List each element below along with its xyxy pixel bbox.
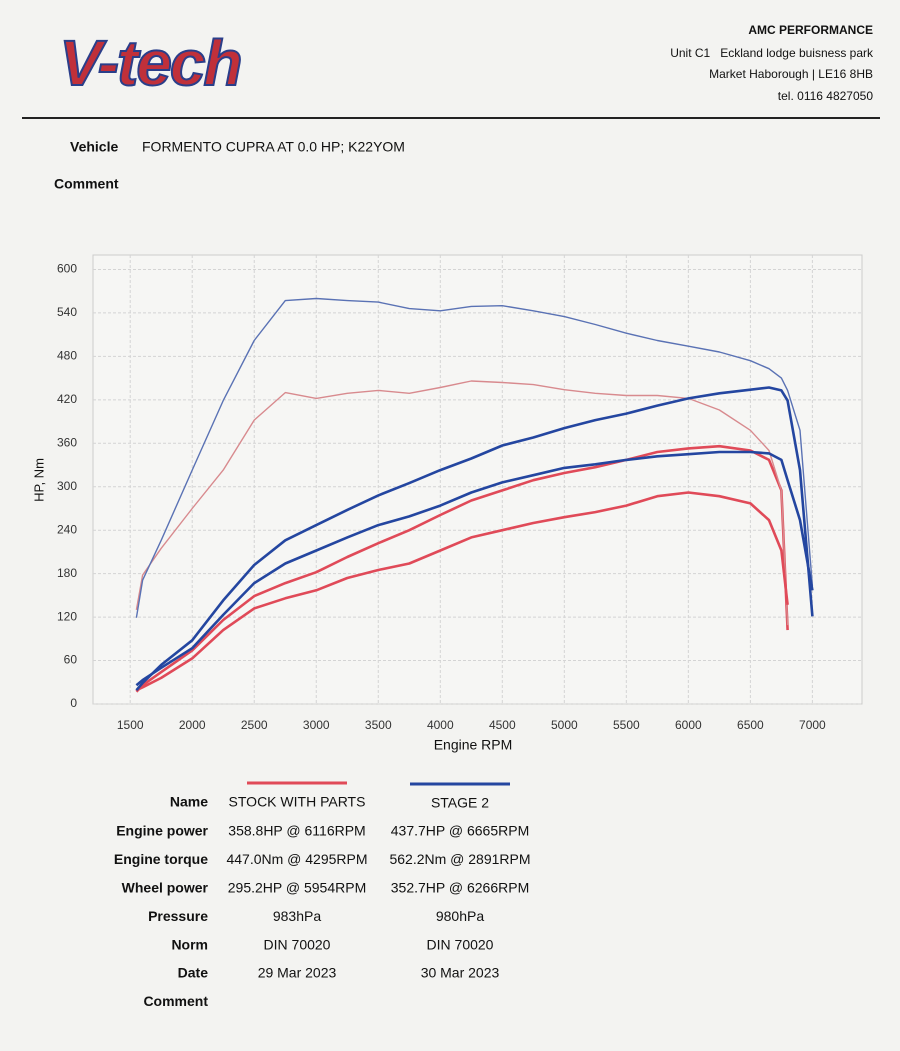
vehicle-label: Vehicle bbox=[70, 139, 118, 155]
row-label: Wheel power bbox=[122, 880, 209, 896]
row-label: Norm bbox=[171, 936, 208, 952]
comment-label: Comment bbox=[54, 176, 119, 192]
address-line: Unit C1 Eckland lodge buisness park bbox=[670, 46, 874, 60]
cell-value: 437.7HP @ 6665RPM bbox=[391, 823, 529, 839]
cell-value: 295.2HP @ 5954RPM bbox=[228, 880, 366, 896]
x-tick-label: 1500 bbox=[117, 718, 144, 732]
row-label: Engine power bbox=[116, 823, 208, 839]
x-tick-label: 2000 bbox=[179, 718, 206, 732]
series-line bbox=[135, 444, 789, 693]
y-axis-label: HP, Nm bbox=[31, 458, 46, 502]
x-axis-label: Engine RPM bbox=[434, 737, 513, 753]
y-tick-label: 120 bbox=[57, 609, 77, 623]
x-tick-label: 7000 bbox=[799, 718, 826, 732]
legend-name: STOCK WITH PARTS bbox=[229, 794, 366, 810]
x-tick-label: 4000 bbox=[427, 718, 454, 732]
row-label: Pressure bbox=[148, 908, 208, 924]
series-line bbox=[135, 450, 814, 687]
x-tick-label: 4500 bbox=[489, 718, 516, 732]
row-label: Engine torque bbox=[114, 851, 208, 867]
y-tick-label: 60 bbox=[64, 653, 78, 667]
vehicle-value: FORMENTO CUPRA AT 0.0 HP; K22YOM bbox=[142, 139, 405, 155]
cell-value: 447.0Nm @ 4295RPM bbox=[226, 851, 367, 867]
cell-value: DIN 70020 bbox=[427, 936, 494, 952]
address-line: Market Haborough | LE16 8HB bbox=[709, 67, 873, 81]
cell-value: 980hPa bbox=[436, 908, 484, 924]
address-line: tel. 0116 4827050 bbox=[778, 89, 874, 103]
series-line bbox=[135, 386, 814, 692]
series-line bbox=[135, 297, 814, 618]
x-tick-label: 6000 bbox=[675, 718, 702, 732]
row-label: Name bbox=[170, 794, 208, 810]
x-tick-label: 3000 bbox=[303, 718, 330, 732]
cell-value: 983hPa bbox=[273, 908, 321, 924]
cell-value: 562.2Nm @ 2891RPM bbox=[389, 851, 530, 867]
x-tick-label: 5500 bbox=[613, 718, 640, 732]
x-tick-label: 2500 bbox=[241, 718, 268, 732]
x-tick-label: 6500 bbox=[737, 718, 764, 732]
series-line bbox=[135, 491, 789, 692]
cell-value: 30 Mar 2023 bbox=[421, 965, 500, 981]
x-tick-label: 5000 bbox=[551, 718, 578, 732]
cell-value: 352.7HP @ 6266RPM bbox=[391, 880, 529, 896]
y-tick-label: 360 bbox=[57, 435, 77, 449]
y-tick-label: 420 bbox=[57, 392, 77, 406]
row-label: Date bbox=[178, 965, 209, 981]
row-label: Comment bbox=[143, 993, 208, 1009]
plot-area bbox=[92, 254, 863, 705]
y-tick-label: 540 bbox=[57, 305, 77, 319]
y-tick-label: 600 bbox=[57, 262, 77, 276]
logo: V-tech bbox=[59, 27, 240, 99]
y-tick-label: 0 bbox=[70, 696, 77, 710]
y-tick-label: 240 bbox=[57, 522, 77, 536]
y-tick-label: 180 bbox=[57, 566, 77, 580]
series-line bbox=[135, 380, 789, 626]
x-tick-label: 3500 bbox=[365, 718, 392, 732]
cell-value: DIN 70020 bbox=[264, 936, 331, 952]
legend-name: STAGE 2 bbox=[431, 795, 489, 811]
cell-value: 358.8HP @ 6116RPM bbox=[228, 823, 365, 839]
y-tick-label: 300 bbox=[57, 479, 77, 493]
company: AMC PERFORMANCE bbox=[748, 23, 873, 37]
cell-value: 29 Mar 2023 bbox=[258, 965, 337, 981]
y-tick-label: 480 bbox=[57, 349, 77, 363]
